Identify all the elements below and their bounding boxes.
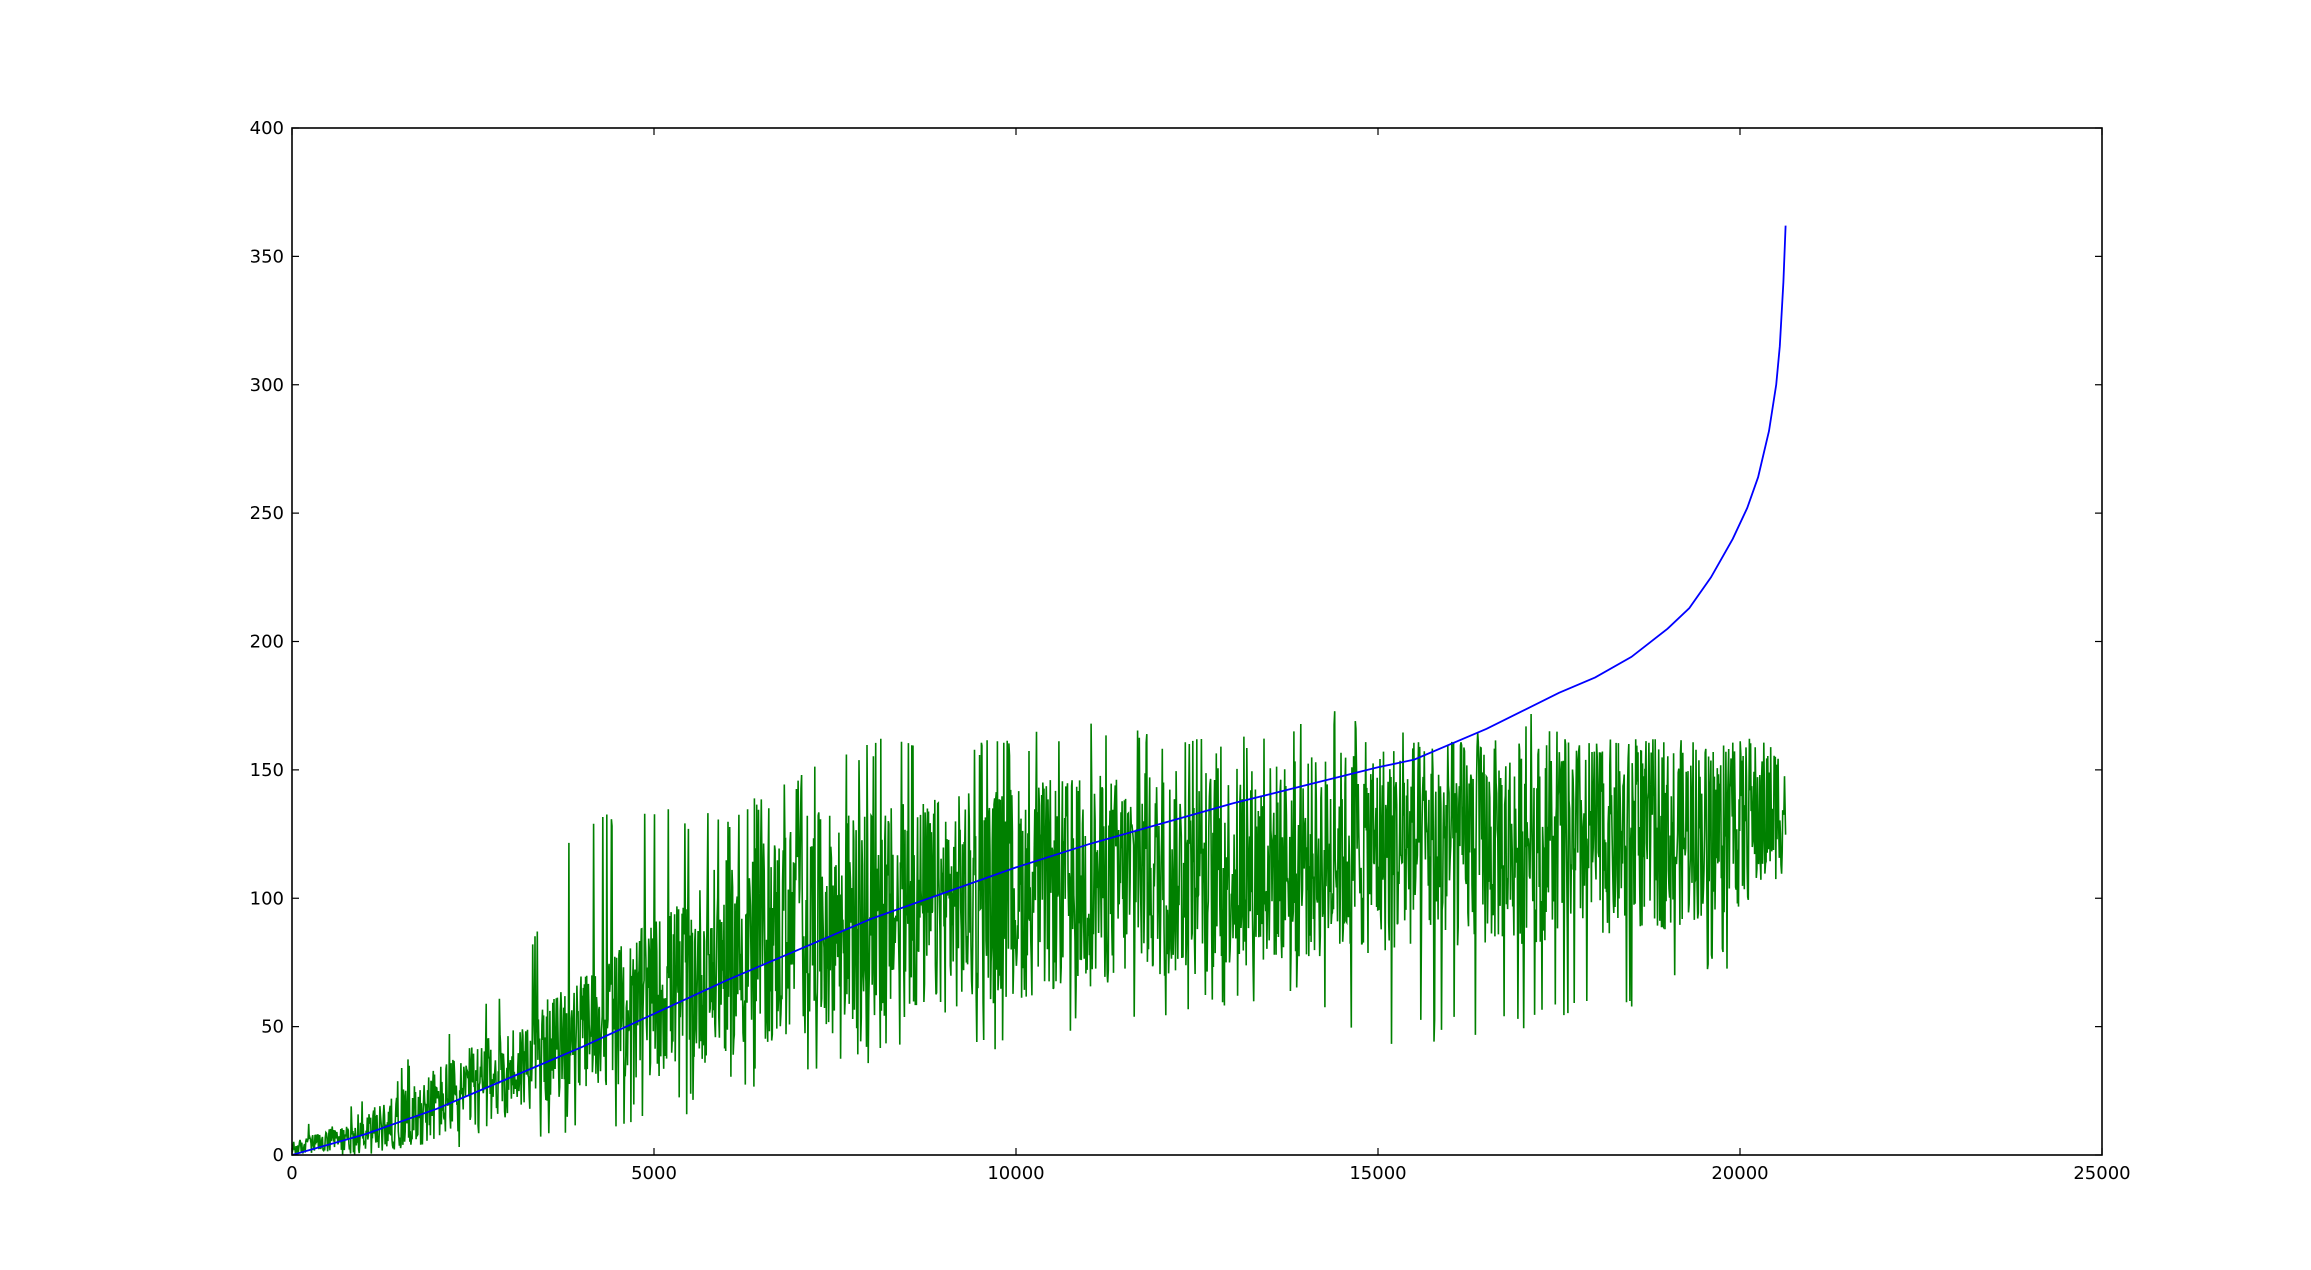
- y-tick-label: 0: [273, 1145, 284, 1166]
- y-tick-label: 50: [261, 1017, 284, 1038]
- y-tick-label: 400: [250, 118, 284, 139]
- y-tick-label: 150: [250, 760, 284, 781]
- series-layer: [291, 225, 1787, 1156]
- ticks-layer: [291, 127, 2103, 1156]
- x-axis-tick-labels: 0 5000 10000 15000 20000 25000: [286, 1163, 2130, 1184]
- x-tick-label: 20000: [1711, 1163, 1768, 1184]
- series-green-line: [291, 711, 1787, 1155]
- x-tick-label: 25000: [2073, 1163, 2130, 1184]
- series-green-noisy: [291, 711, 1787, 1155]
- y-axis-tick-labels: 0 50 100 150 200 250 300 350 400: [250, 118, 284, 1166]
- x-tick-label: 10000: [987, 1163, 1044, 1184]
- y-tick-label: 100: [250, 888, 284, 909]
- series-blue-curve: [291, 225, 1787, 1156]
- y-tick-label: 250: [250, 503, 284, 524]
- x-tick-label: 0: [286, 1163, 297, 1184]
- y-tick-label: 350: [250, 246, 284, 267]
- series-blue-line: [291, 225, 1787, 1156]
- y-tick-label: 200: [250, 632, 284, 653]
- x-tick-label: 5000: [631, 1163, 677, 1184]
- y-tick-label: 300: [250, 375, 284, 396]
- x-tick-label: 15000: [1349, 1163, 1406, 1184]
